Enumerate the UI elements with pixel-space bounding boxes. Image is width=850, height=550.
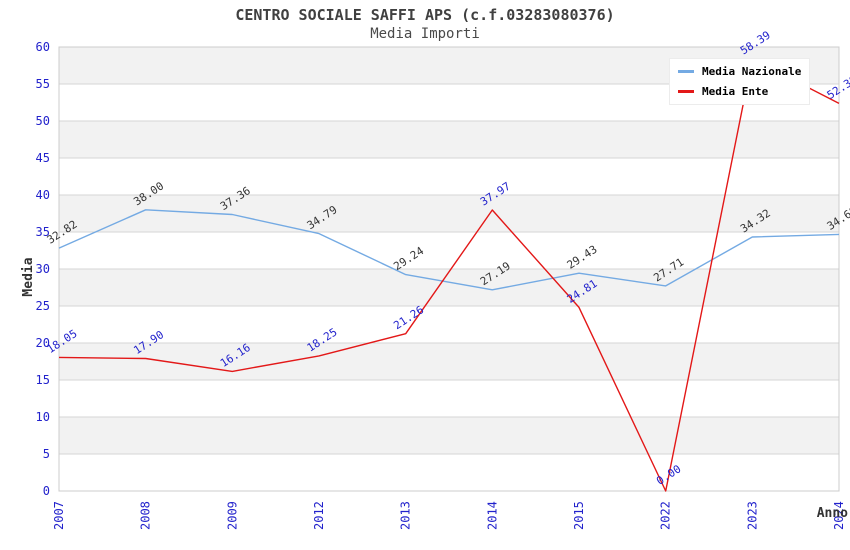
series-line-ente	[58, 58, 840, 492]
x-tick-label: 2007	[52, 501, 66, 530]
y-tick-label: 5	[43, 447, 50, 461]
x-tick-label: 2009	[225, 501, 239, 530]
x-tick-label: 2022	[659, 501, 673, 530]
x-tick-label: 2008	[139, 501, 153, 530]
x-tick-label: 2014	[485, 501, 499, 530]
y-axis-title: Media	[21, 257, 36, 296]
y-tick-label: 15	[36, 373, 50, 387]
x-tick-label: 2013	[399, 501, 413, 530]
plot-band	[59, 269, 839, 306]
y-tick-label: 55	[36, 77, 50, 91]
y-tick-label: 25	[36, 299, 50, 313]
plot-band	[59, 195, 839, 232]
y-tick-label: 20	[36, 336, 50, 350]
legend-line-swatch-icon	[678, 90, 694, 93]
legend-label: Media Ente	[702, 85, 769, 98]
plot-band	[59, 343, 839, 380]
y-tick-label: 50	[36, 114, 50, 128]
legend-line-swatch-icon	[678, 70, 694, 73]
plot-border	[58, 46, 840, 492]
x-tick-label: 2024	[832, 501, 846, 530]
legend: Media Nazionale Media Ente	[669, 58, 810, 105]
x-tick-label: 2012	[312, 501, 326, 530]
chart-title: CENTRO SOCIALE SAFFI APS (c.f.0328308037…	[235, 6, 615, 24]
point-label: 21.26	[391, 303, 426, 332]
y-tick-label: 30	[36, 262, 50, 276]
series-line-nazionale	[58, 209, 840, 291]
x-tick-label: 2023	[745, 501, 759, 530]
y-tick-label: 10	[36, 410, 50, 424]
chart-subtitle: Media Importi	[370, 26, 480, 42]
legend-label: Media Nazionale	[702, 65, 802, 78]
plot-band	[59, 417, 839, 454]
y-tick-label: 0	[43, 484, 50, 498]
x-axis-title: Anno	[817, 506, 848, 521]
x-tick-label: 2015	[572, 501, 586, 530]
point-label: 29.43	[565, 243, 600, 272]
legend-item: Media Ente	[678, 85, 809, 98]
legend-item: Media Nazionale	[678, 65, 809, 78]
y-tick-label: 40	[36, 188, 50, 202]
point-label: 0.00	[654, 462, 683, 487]
y-tick-label: 60	[36, 40, 50, 54]
y-tick-label: 45	[36, 151, 50, 165]
plot-band	[59, 121, 839, 158]
y-tick-label: 35	[36, 225, 50, 239]
